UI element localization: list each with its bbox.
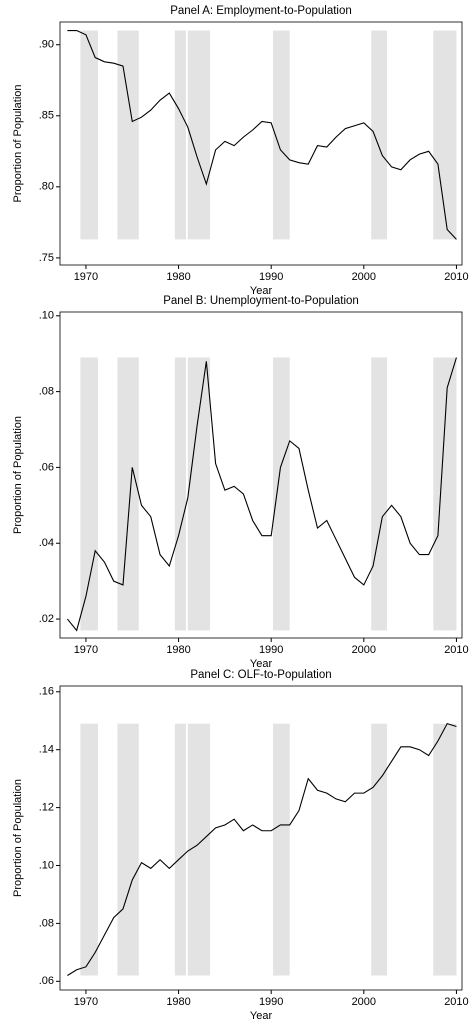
chart-title: Panel A: Employment-to-Population [170, 5, 352, 17]
x-axis-label: Year [250, 658, 273, 670]
recession-band [371, 723, 387, 976]
recession-band [80, 357, 98, 631]
x-tick-label: 2000 [352, 271, 376, 283]
plot-frame [59, 685, 463, 991]
x-tick-label: 2010 [444, 644, 468, 656]
y-axis-label: Proportion of Population [12, 779, 24, 897]
recession-band [273, 723, 290, 976]
x-tick-label: 1980 [166, 996, 190, 1008]
y-tick-label: .06 [39, 975, 54, 987]
chart-title: Panel C: OLF-to-Population [190, 669, 331, 681]
plot-frame [59, 311, 463, 639]
x-tick-label: 2010 [444, 996, 468, 1008]
data-line [67, 29, 457, 240]
x-tick-label: 1990 [259, 644, 283, 656]
recession-band [433, 723, 457, 976]
recession-band [117, 30, 139, 240]
recession-band [433, 30, 457, 240]
x-tick-label: 2000 [352, 996, 376, 1008]
recession-band [273, 30, 290, 240]
y-tick-label: .85 [39, 110, 54, 122]
x-tick-label: 2000 [352, 644, 376, 656]
x-tick-label: 1970 [74, 644, 98, 656]
y-tick-label: .10 [39, 310, 54, 322]
y-tick-label: .75 [39, 252, 54, 264]
recession-band [117, 723, 139, 976]
plot-frame [59, 21, 463, 266]
recession-band [187, 357, 211, 631]
y-tick-label: .14 [39, 744, 54, 756]
chart-title: Panel B: Unemployment-to-Population [163, 295, 359, 307]
x-tick-label: 1990 [259, 996, 283, 1008]
recession-band [187, 723, 211, 976]
x-tick-label: 1990 [259, 271, 283, 283]
recession-band [187, 30, 211, 240]
x-axis-label: Year [250, 1010, 273, 1022]
y-axis-label: Proportion of Population [12, 416, 24, 534]
recession-band [80, 30, 98, 240]
data-line [67, 722, 457, 976]
recession-band [174, 30, 186, 240]
recession-band [174, 723, 186, 976]
y-tick-label: .90 [39, 39, 54, 51]
recession-band [117, 357, 139, 631]
x-tick-label: 2010 [444, 271, 468, 283]
y-tick-label: .08 [39, 917, 54, 929]
x-tick-label: 1980 [166, 644, 190, 656]
recession-band [80, 723, 98, 976]
x-tick-label: 1980 [166, 271, 190, 283]
x-tick-label: 1970 [74, 996, 98, 1008]
data-line [66, 357, 457, 632]
x-tick-label: 1970 [74, 271, 98, 283]
y-tick-label: .04 [39, 537, 54, 549]
recession-band [433, 357, 457, 631]
recession-band [371, 30, 387, 240]
recession-band [174, 357, 186, 631]
y-axis-label: Proportion of Population [12, 84, 24, 202]
y-tick-label: .80 [39, 181, 54, 193]
y-tick-label: .08 [39, 386, 54, 398]
y-tick-label: .12 [39, 802, 54, 814]
y-tick-label: .06 [39, 461, 54, 473]
recession-band [273, 357, 290, 631]
y-tick-label: .10 [39, 859, 54, 871]
x-axis-label: Year [250, 285, 273, 297]
y-tick-label: .02 [39, 613, 54, 625]
y-tick-label: .16 [39, 686, 54, 698]
recession-band [371, 357, 387, 631]
